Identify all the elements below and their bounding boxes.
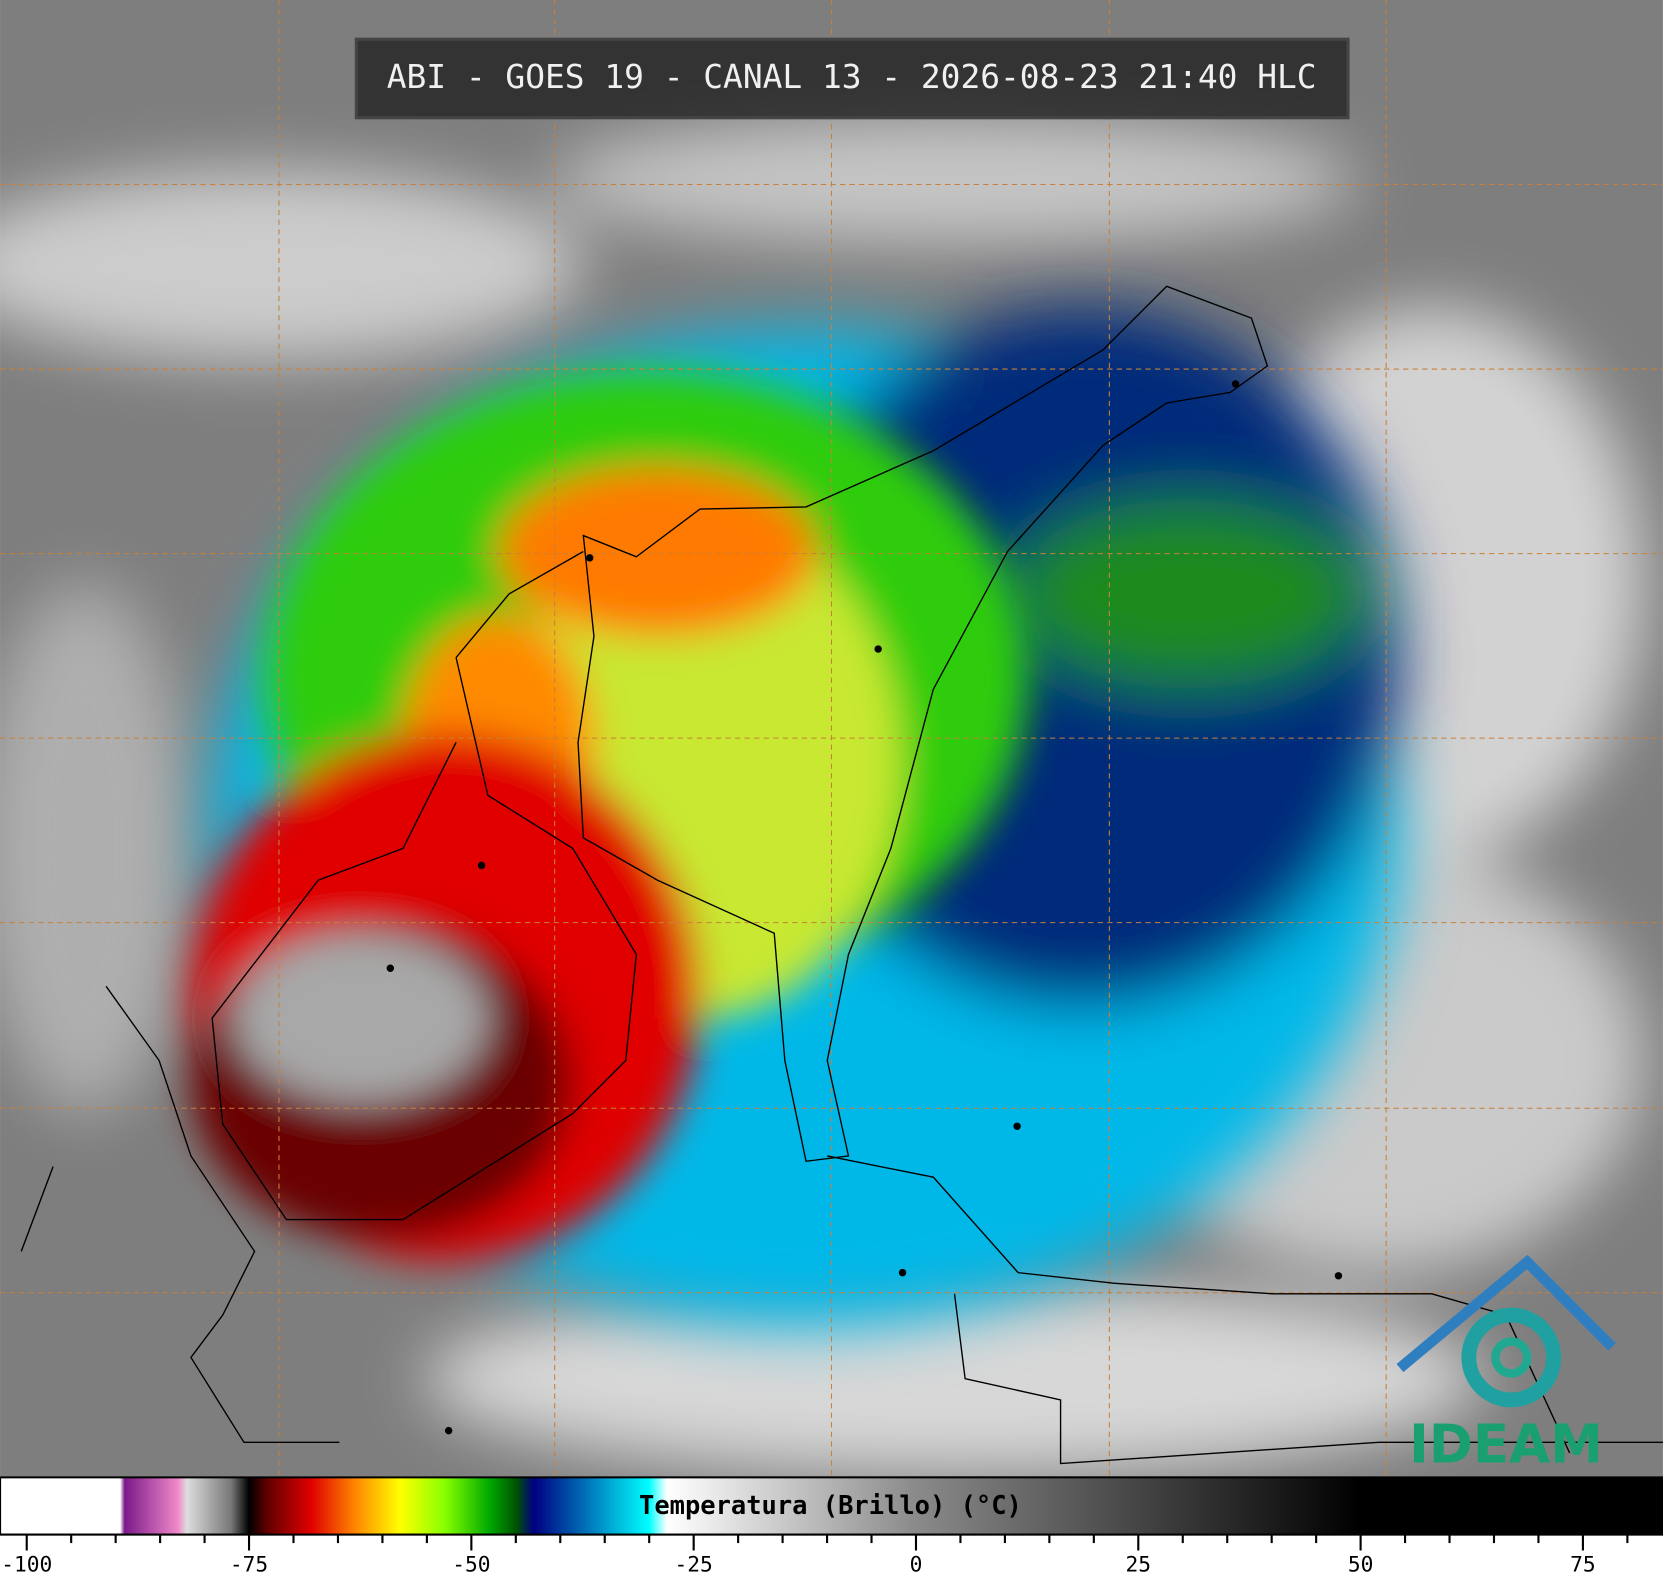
tick-label: 75 (1570, 1552, 1596, 1577)
tick-label: -100 (1, 1552, 52, 1577)
colorbar (0, 1476, 1663, 1536)
title-box (354, 37, 1350, 120)
imagery (0, 0, 1663, 1477)
tick-label: -75 (230, 1552, 268, 1577)
tick-label: 0 (910, 1552, 923, 1577)
tick-label: 25 (1126, 1552, 1152, 1577)
tick-label: 50 (1348, 1552, 1374, 1577)
logo: IDEAM (1396, 1254, 1616, 1475)
tick-label: -25 (675, 1552, 713, 1577)
tick-label: -50 (452, 1552, 490, 1577)
title: ABI - GOES 19 - CANAL 13 - 2026-08-23 21… (387, 57, 1317, 96)
logo-text: IDEAM (1409, 1413, 1603, 1475)
colorbar-label: Temperatura (Brillo) (°C) (639, 1491, 1022, 1521)
colorbar-axis: -100 -75 -50 -25 0 25 50 75 (1, 1534, 1629, 1577)
